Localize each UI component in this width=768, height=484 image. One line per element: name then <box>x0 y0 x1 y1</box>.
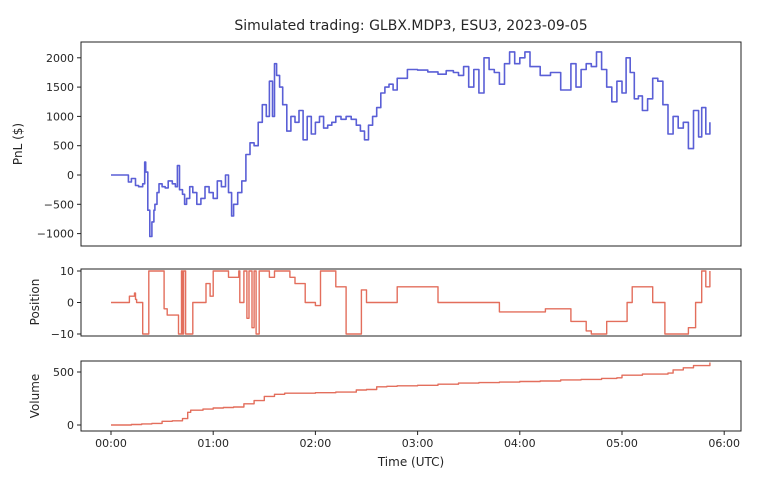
pnl-frame <box>80 41 742 247</box>
svg-text:500: 500 <box>53 140 74 153</box>
svg-text:10: 10 <box>60 265 74 278</box>
pnl-axes: 2000 1500 1000 500 0 −500 −1000 PnL ($) <box>11 41 742 247</box>
position-ylabel: Position <box>28 279 42 326</box>
svg-text:00:00: 00:00 <box>95 437 127 450</box>
svg-text:0: 0 <box>67 297 74 310</box>
svg-text:0: 0 <box>67 419 74 432</box>
svg-text:−500: −500 <box>44 198 74 211</box>
position-y-ticks: 10 0 −10 <box>51 265 81 341</box>
figure-title: Simulated trading: GLBX.MDP3, ESU3, 2023… <box>234 18 587 34</box>
svg-text:01:00: 01:00 <box>197 437 229 450</box>
position-axes: 10 0 −10 Position <box>28 265 742 341</box>
volume-line <box>111 362 711 426</box>
svg-text:2000: 2000 <box>46 52 74 65</box>
svg-text:05:00: 05:00 <box>606 437 638 450</box>
svg-text:0: 0 <box>67 169 74 182</box>
svg-text:500: 500 <box>53 366 74 379</box>
svg-text:−1000: −1000 <box>37 228 74 241</box>
svg-text:−10: −10 <box>51 328 74 341</box>
svg-text:03:00: 03:00 <box>402 437 434 450</box>
svg-text:06:00: 06:00 <box>708 437 740 450</box>
volume-y-ticks: 500 0 <box>53 366 81 432</box>
x-axis-label: Time (UTC) <box>377 455 444 469</box>
svg-text:1500: 1500 <box>46 81 74 94</box>
position-frame <box>80 268 742 337</box>
svg-text:02:00: 02:00 <box>300 437 332 450</box>
x-axis-ticks: 00:00 01:00 02:00 03:00 04:00 05:00 06:00 <box>95 431 740 450</box>
volume-ylabel: Volume <box>28 374 42 419</box>
pnl-line <box>111 51 711 238</box>
svg-text:1000: 1000 <box>46 110 74 123</box>
pnl-ylabel: PnL ($) <box>11 123 25 165</box>
pnl-y-ticks: 2000 1500 1000 500 0 −500 −1000 <box>37 52 81 241</box>
volume-axes: 500 0 Volume <box>28 360 742 432</box>
svg-text:04:00: 04:00 <box>504 437 536 450</box>
volume-frame <box>80 360 742 432</box>
position-line <box>111 270 711 335</box>
